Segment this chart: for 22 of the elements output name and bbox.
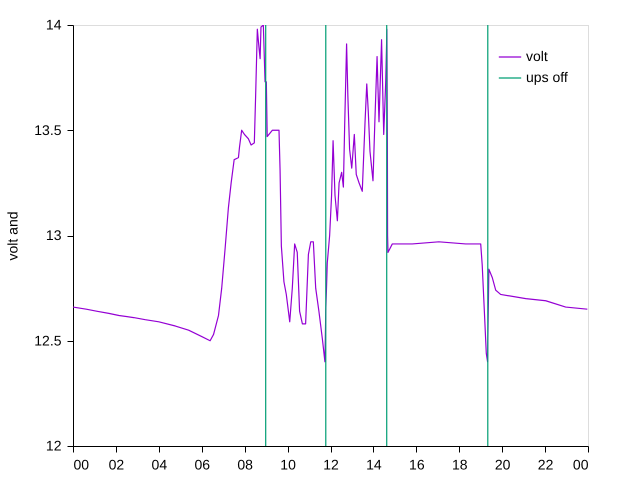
x-tick-label: 20 (494, 456, 511, 472)
x-tick-label: 16 (409, 456, 425, 472)
y-tick-label: 14 (46, 16, 62, 32)
x-tick-label: 02 (108, 456, 124, 472)
y-axis-title: volt and (4, 211, 20, 261)
x-tick-label: 18 (452, 456, 468, 472)
x-tick-label: 14 (366, 456, 382, 472)
line-series (73, 25, 588, 362)
x-tick-label: 06 (194, 456, 210, 472)
x-tick-label: 00 (74, 456, 90, 472)
y-tick-label: 12 (46, 438, 62, 454)
x-tick-label: 00 (572, 456, 589, 472)
x-tick-label: 08 (237, 456, 254, 472)
x-tick-label: 12 (323, 456, 339, 472)
y-tick-label: 13 (46, 227, 62, 243)
x-tick-label: 04 (152, 456, 168, 472)
x-tick-label: 22 (538, 456, 554, 472)
y-tick-label: 12.5 (34, 332, 62, 348)
legend-label: ups off (526, 69, 568, 85)
legend-label: volt (526, 48, 548, 64)
x-tick-label: 10 (280, 456, 296, 472)
y-tick-label: 13.5 (34, 122, 62, 138)
